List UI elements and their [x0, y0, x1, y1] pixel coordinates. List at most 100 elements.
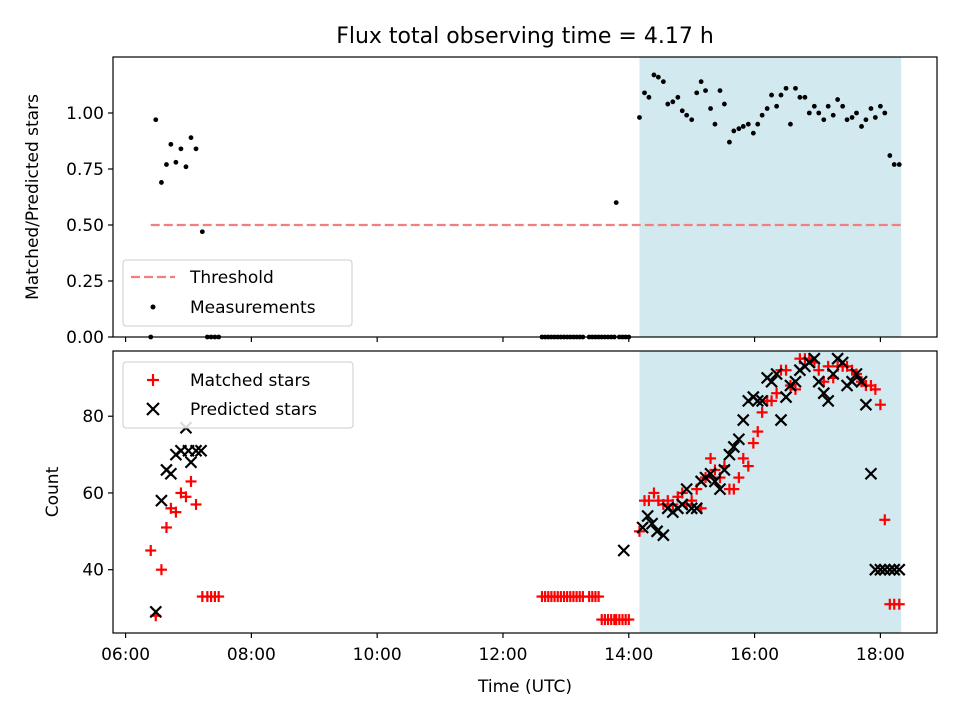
measurement-point [655, 74, 661, 80]
matched-star-point [733, 472, 745, 484]
measurement-point [164, 162, 169, 167]
measurement-point [783, 85, 789, 91]
matched-stars-series [145, 353, 905, 626]
measurement-point [731, 128, 737, 134]
measurement-point [882, 110, 888, 116]
top-y-tick-label: 1.00 [66, 104, 104, 124]
predicted-star-point [708, 475, 722, 488]
bottom-legend: Matched stars Predicted stars [122, 361, 354, 429]
measurement-point [651, 72, 657, 78]
measurement-point [816, 110, 822, 116]
top-legend: Threshold Measurements [122, 259, 353, 327]
matched-star-point [643, 495, 655, 507]
shaded-interval-top [639, 57, 902, 337]
matched-star-point [874, 399, 886, 411]
measurement-point [736, 126, 742, 132]
predicted-star-point [817, 386, 831, 400]
measurement-point [193, 146, 199, 152]
measurement-point [863, 117, 869, 123]
predicted-star-point [685, 502, 698, 515]
predicted-star-point [645, 517, 659, 530]
matched-star-point [813, 364, 825, 376]
measurement-point [774, 103, 780, 109]
x-tick-label: 12:00 [478, 645, 527, 665]
predicted-star-point [650, 525, 664, 538]
top-plot-frame [112, 56, 938, 338]
predicted-star-point [836, 356, 849, 369]
measurement-point [849, 115, 855, 120]
measurement-point [745, 121, 751, 127]
predicted-star-point [859, 398, 873, 411]
predicted-star-point [723, 448, 736, 461]
predicted-star-point [812, 375, 826, 388]
measurement-point [159, 180, 164, 185]
matched-star-point [780, 364, 792, 376]
measurement-point [168, 141, 174, 147]
predicted-star-point [641, 509, 654, 523]
matched-star-point [155, 564, 167, 576]
matched-star-point [160, 521, 172, 533]
legend-predicted-swatch [146, 402, 160, 416]
matched-star-point [593, 591, 605, 603]
legend-matched-swatch [147, 374, 159, 386]
matched-star-point [752, 426, 764, 438]
predicted-star-point [808, 352, 821, 365]
matched-star-point [756, 406, 768, 418]
predicted-star-point [189, 444, 203, 458]
top-panel: 0.00 0.25 0.50 0.75 1.00 Matched/Predicted s… [23, 56, 938, 348]
matched-star-point [766, 395, 778, 407]
top-y-tick-label: 0.00 [66, 328, 104, 348]
predicted-star-point [878, 563, 892, 576]
measurement-point [670, 99, 676, 105]
measurement-point [844, 117, 850, 123]
legend-threshold-label: Threshold [189, 268, 274, 288]
measurement-point [646, 94, 652, 100]
x-tick-label: 08:00 [227, 645, 276, 665]
legend-matched-label: Matched stars [190, 371, 310, 391]
matched-star-point [623, 614, 635, 626]
predicted-star-point [704, 467, 717, 481]
measurement-point [694, 90, 700, 96]
predicted-star-point [617, 544, 631, 557]
measurement-point [872, 115, 878, 120]
measurement-point [764, 106, 770, 111]
measurement-point [178, 146, 184, 152]
chart-title: Flux total observing time = 4.17 h [336, 24, 714, 49]
bottom-x-axis: 06:00 08:00 10:00 12:00 14:00 16:00 18:00 [101, 633, 905, 665]
predicted-star-point [765, 375, 778, 388]
predicted-star-point [883, 563, 897, 576]
bottom-y-axis-label: Count [43, 466, 63, 517]
predicted-star-point [194, 444, 208, 458]
measurement-point [183, 164, 189, 170]
measurement-point [708, 106, 713, 111]
measurement-point [727, 139, 732, 145]
x-tick-label: 10:00 [353, 645, 402, 665]
measurement-point [806, 110, 812, 116]
predicted-star-point [713, 482, 727, 496]
measurement-point [788, 121, 793, 127]
legend-measurements-swatch [150, 304, 156, 310]
predicted-star-point [770, 367, 783, 381]
measurement-point [896, 162, 902, 167]
measurement-point [877, 103, 883, 109]
predicted-star-point [727, 440, 741, 454]
measurement-point [840, 103, 846, 109]
predicted-star-point [887, 563, 901, 576]
predicted-star-point [675, 498, 689, 511]
matched-star-point [648, 487, 660, 499]
measurement-point [759, 112, 765, 118]
x-tick-label: 14:00 [604, 645, 653, 665]
measurement-point [712, 121, 718, 127]
bottom-y-axis: 40 60 80 [82, 407, 113, 581]
measurement-point [868, 106, 874, 111]
predicted-star-point [850, 367, 863, 381]
predicted-star-point [680, 482, 693, 496]
measurement-point [891, 162, 897, 167]
predicted-star-point [149, 605, 163, 619]
predicted-star-point [155, 494, 168, 507]
measurement-point [793, 85, 798, 91]
measurement-point [173, 159, 179, 165]
matched-star-point [180, 491, 192, 503]
measurement-point [675, 94, 681, 100]
measurement-point [755, 121, 761, 127]
